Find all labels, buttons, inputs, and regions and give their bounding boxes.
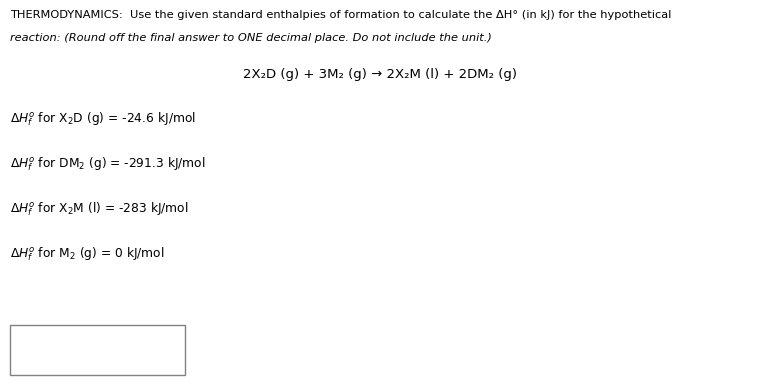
- Text: $\Delta H^o_f$ for DM$_2$ (g) = -291.3 kJ/mol: $\Delta H^o_f$ for DM$_2$ (g) = -291.3 k…: [10, 155, 205, 172]
- Bar: [10, 325, 185, 375]
- Text: $\Delta H^o_f$ for M$_2$ (g) = 0 kJ/mol: $\Delta H^o_f$ for M$_2$ (g) = 0 kJ/mol: [10, 245, 164, 263]
- Text: $\Delta H^o_f$ for X$_2$M (l) = -283 kJ/mol: $\Delta H^o_f$ for X$_2$M (l) = -283 kJ/…: [10, 200, 189, 218]
- Text: reaction: (Round off the final answer to ONE decimal place. Do not include the u: reaction: (Round off the final answer to…: [10, 33, 492, 43]
- Text: $\Delta H^o_f$ for X$_2$D (g) = -24.6 kJ/mol: $\Delta H^o_f$ for X$_2$D (g) = -24.6 kJ…: [10, 110, 196, 127]
- Text: 2X₂D (g) + 3M₂ (g) → 2X₂M (l) + 2DM₂ (g): 2X₂D (g) + 3M₂ (g) → 2X₂M (l) + 2DM₂ (g): [243, 68, 517, 81]
- Text: THERMODYNAMICS:  Use the given standard enthalpies of formation to calculate the: THERMODYNAMICS: Use the given standard e…: [10, 10, 671, 20]
